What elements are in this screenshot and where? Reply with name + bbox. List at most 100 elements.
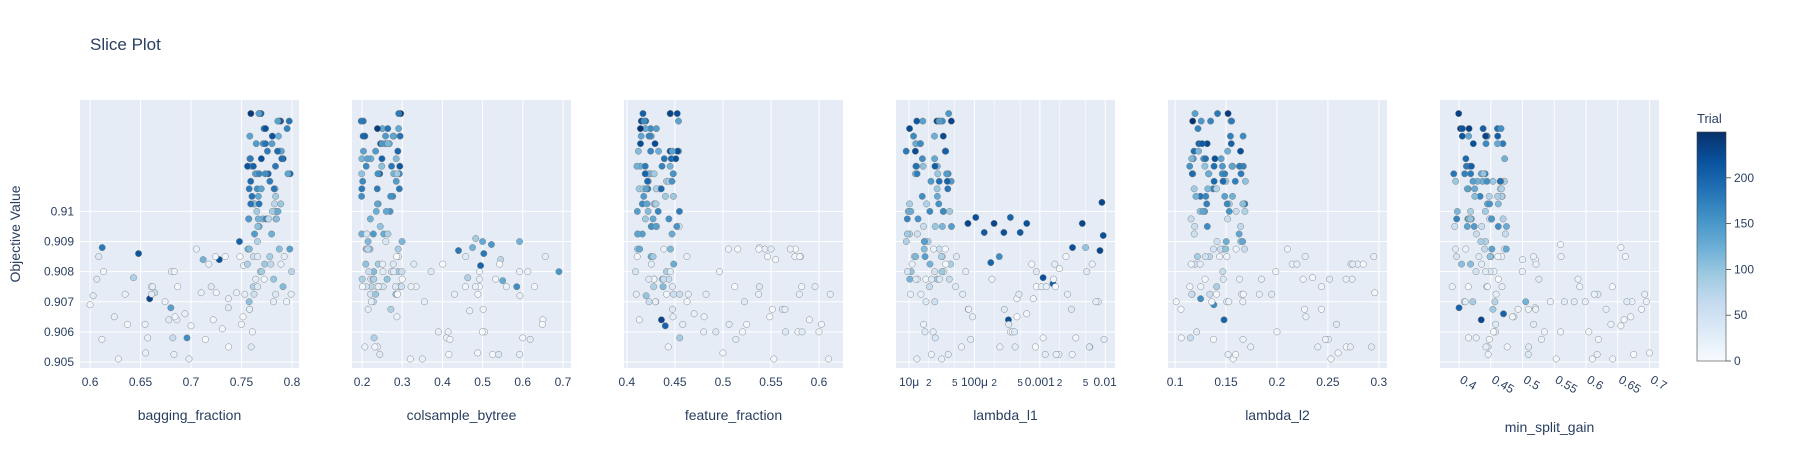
trial-point [1221, 170, 1229, 178]
trial-point [278, 155, 286, 163]
trial-point [444, 328, 452, 336]
trial-point [1172, 298, 1180, 306]
x-tick-label: 0.65 [1616, 372, 1644, 396]
trial-point [1216, 253, 1223, 261]
trial-point [245, 215, 253, 223]
trial-point [732, 335, 740, 343]
trial-point [1459, 125, 1466, 133]
trial-point [392, 155, 400, 163]
trial-point [1525, 343, 1533, 351]
trial-point [990, 220, 998, 227]
trial-point [644, 207, 652, 215]
x-tick-label: 5 [952, 378, 958, 389]
trial-point [270, 298, 277, 306]
trial-point [372, 290, 380, 298]
trial-point [1463, 185, 1471, 193]
trial-point [262, 140, 269, 148]
trial-point [1051, 283, 1059, 291]
trial-point [908, 260, 916, 268]
trial-point [645, 275, 653, 283]
trial-point [1223, 253, 1231, 261]
trial-point [927, 275, 935, 283]
trial-point [1239, 335, 1247, 343]
trial-point [1083, 268, 1091, 276]
trial-point [647, 260, 655, 268]
trial-point [913, 170, 921, 178]
trial-point [927, 351, 935, 358]
trial-point [1041, 351, 1049, 358]
trial-point [365, 268, 373, 276]
trial-point [633, 162, 641, 170]
trial-point [938, 268, 946, 276]
trial-point [358, 170, 366, 178]
trial-point [1224, 110, 1232, 117]
trial-point [1489, 328, 1497, 336]
trial-point [1209, 245, 1217, 253]
trial-point [660, 155, 668, 163]
trial-point [1467, 260, 1474, 268]
trial-point [262, 125, 269, 133]
trial-point [1538, 335, 1545, 343]
trial-point [496, 260, 504, 268]
trial-point [768, 305, 776, 313]
trial-point [1197, 117, 1205, 125]
trial-point [1540, 328, 1548, 336]
trial-point [662, 192, 669, 200]
trial-point [98, 335, 106, 343]
trial-point [1327, 355, 1335, 363]
trial-point [1098, 198, 1106, 206]
trial-point [1333, 320, 1340, 328]
x-tick-label: 2 [991, 378, 997, 389]
trial-point [479, 238, 487, 245]
trial-point [135, 250, 142, 257]
x-axis-title: colsample_bytree [407, 407, 517, 423]
trial-point [676, 334, 684, 342]
trial-point [374, 200, 381, 208]
trial-point [675, 117, 682, 125]
trial-point [1455, 304, 1463, 312]
trial-point [395, 125, 403, 133]
trial-point [472, 283, 479, 291]
trial-point [1485, 335, 1493, 343]
trial-point [359, 177, 367, 185]
trial-point [394, 245, 402, 253]
trial-point [798, 283, 806, 291]
trial-point [1194, 125, 1202, 133]
trial-point [1236, 162, 1243, 170]
trial-point [378, 155, 386, 163]
trial-point [1067, 305, 1075, 313]
markers [632, 110, 834, 363]
trial-point [1469, 140, 1477, 148]
trial-point [795, 290, 803, 298]
trial-point [1503, 223, 1510, 230]
trial-point [252, 275, 260, 283]
trial-point [255, 200, 263, 208]
x-tick-label: 0.55 [1553, 372, 1581, 396]
trial-point [244, 162, 251, 170]
trial-point [266, 177, 274, 185]
trial-point [903, 215, 911, 223]
trial-point [439, 260, 447, 268]
trial-point [1029, 295, 1037, 303]
x-tick-label: 0.15 [1214, 375, 1238, 389]
trial-point [965, 305, 973, 313]
trial-point [1494, 192, 1502, 200]
trial-point [270, 275, 278, 283]
trial-point [641, 215, 649, 223]
x-tick-label: 0.65 [129, 375, 153, 389]
trial-point [1519, 256, 1526, 264]
subplot-bagging_fraction: 0.905 0.906 0.907 0.908 0.909 0.91 0.6 0.65 0.7 0… [7, 100, 301, 423]
trial-point [446, 335, 454, 343]
trial-point [943, 170, 951, 178]
x-tick-label: 0.6 [82, 375, 99, 389]
trial-point [1349, 260, 1357, 268]
trial-point [1574, 275, 1582, 283]
trial-point [1219, 162, 1226, 170]
trial-point [1186, 334, 1194, 342]
trial-point [407, 283, 415, 291]
trial-point [1488, 215, 1496, 223]
trial-point [373, 185, 381, 193]
trial-point [1472, 334, 1480, 342]
trial-point [948, 223, 955, 230]
trial-point [489, 351, 496, 358]
